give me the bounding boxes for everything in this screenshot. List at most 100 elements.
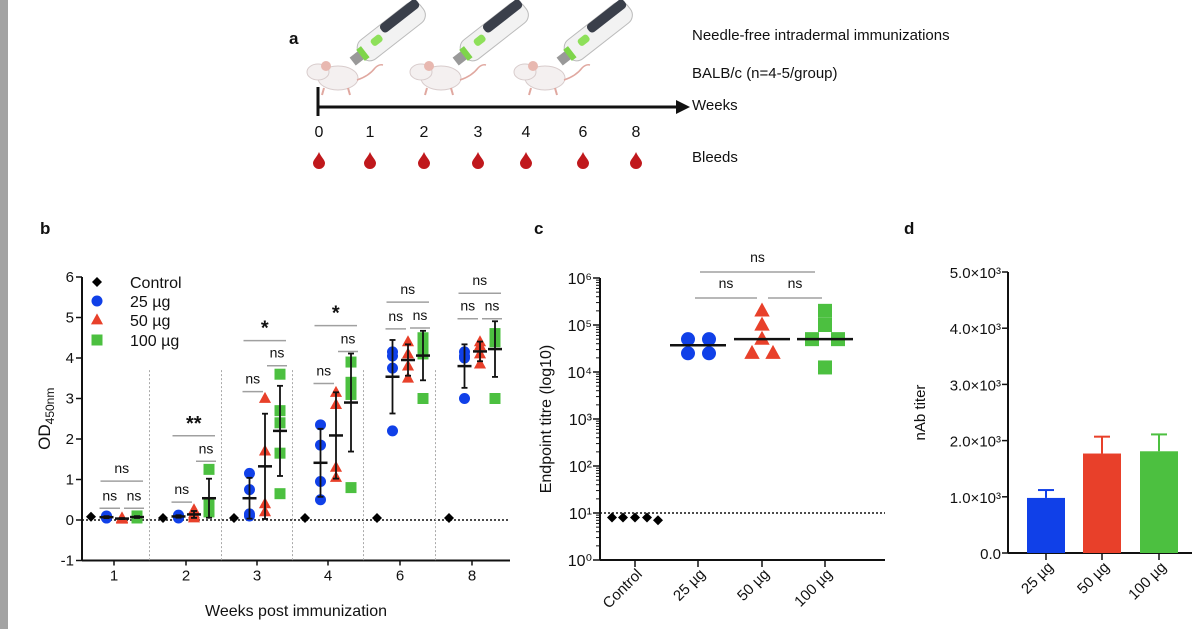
panel-a-timeline: 0 1 2 3 4 6 8 Needle-free intradermal immunizat… <box>306 0 950 169</box>
significance-label: ns <box>127 487 142 503</box>
injector-device-icon <box>556 0 633 66</box>
blood-drop-icon <box>577 152 589 169</box>
mouse-injector-illustration <box>409 0 529 96</box>
panel-d-nab-titer-chart: 0.0 1.0×10³ 2.0×10³ 3.0×10³ 4.0×10³ 5.0×10³ nA… <box>912 265 1192 603</box>
data-point <box>754 330 770 345</box>
blood-drop-icon <box>520 152 532 169</box>
weeks-axis-label: Weeks <box>692 97 738 114</box>
blood-drop-icon <box>364 152 376 169</box>
y-tick-label: 5.0×10³ <box>950 265 1001 282</box>
legend-label: 100 µg <box>130 333 179 350</box>
y-tick-label: 3 <box>66 391 74 408</box>
data-point-Control <box>229 512 239 523</box>
x-tick-label: 3 <box>253 568 261 585</box>
legend-marker-0 <box>92 277 102 287</box>
data-point <box>630 512 640 523</box>
significance-label: ** <box>186 413 202 435</box>
significance-label: ns <box>341 331 356 347</box>
y-tick-label: 6 <box>66 269 74 286</box>
y-tick-label: 4 <box>66 350 74 367</box>
mouse-icon <box>409 61 487 96</box>
legend-label: 50 µg <box>130 313 170 330</box>
data-point <box>818 318 832 332</box>
blood-drop-icon <box>313 152 325 169</box>
significance-label: ns <box>114 460 129 476</box>
data-point <box>653 515 663 526</box>
data-point-50g <box>473 357 487 369</box>
significance-label: ns <box>316 363 331 379</box>
protocol-label: Needle-free intradermal immunizations <box>692 27 950 44</box>
y-tick-label: 2.0×10³ <box>950 434 1001 451</box>
y-axis-label: Endpoint titre (log10) <box>538 345 555 494</box>
significance-label: * <box>332 303 340 325</box>
y-tick-label: 0 <box>66 512 74 529</box>
y-tick-label: 10⁰ <box>568 553 592 570</box>
arrow-head-icon <box>676 100 690 114</box>
y-tick-label: 2 <box>66 431 74 448</box>
panel-label-d: d <box>904 219 914 238</box>
week-tick-label: 2 <box>420 124 429 141</box>
y-axis-label: nAb titer <box>912 385 929 441</box>
y-tick-label: 10⁵ <box>568 318 592 335</box>
y-axis-label: OD450nm <box>35 388 57 450</box>
data-point-Control <box>158 512 168 523</box>
y-axis-label-subscript: 450nm <box>43 388 57 425</box>
data-point-25g <box>244 467 255 479</box>
x-axis-label: Weeks post immunization <box>205 603 387 620</box>
data-point <box>744 344 760 359</box>
x-tick-label: 1 <box>110 568 118 585</box>
mouse-icon <box>513 61 591 96</box>
legend-label: 25 µg <box>130 294 170 311</box>
week-tick-label: 6 <box>579 124 588 141</box>
x-tick-label: 25 µg <box>1018 559 1057 598</box>
data-point <box>754 316 770 331</box>
panel-c-endpoint-titre-chart: 10⁰ 10¹ 10² 10³ 10⁴ 10⁵ 10⁶ Endpoint titre (log… <box>538 249 885 612</box>
data-point-100g <box>345 482 357 494</box>
mouse-injector-illustration <box>513 0 633 96</box>
panel-label-c: c <box>534 219 543 238</box>
y-tick-label: 10⁶ <box>568 271 592 288</box>
data-point-100g <box>203 463 215 475</box>
injector-device-icon <box>452 0 529 66</box>
legend-marker-1 <box>91 295 103 307</box>
blood-drop-icon <box>472 152 484 169</box>
y-tick-label: 1 <box>66 472 74 489</box>
x-tick-label: 8 <box>468 568 476 585</box>
week-tick-label: 1 <box>366 124 375 141</box>
bar-50g <box>1083 453 1121 553</box>
mice-label: BALB/c (n=4-5/group) <box>692 65 838 82</box>
data-point <box>754 302 770 317</box>
week-tick-label: 4 <box>522 124 531 141</box>
data-point-100g <box>489 393 501 404</box>
data-point <box>681 332 695 347</box>
x-tick-label: 100 µg <box>1125 559 1170 604</box>
data-point <box>681 346 695 361</box>
data-point-50g <box>329 385 343 397</box>
y-axis-label-main: OD <box>35 424 54 450</box>
significance-label: ns <box>270 345 285 361</box>
significance-label: ns <box>245 371 260 387</box>
data-point-100g <box>274 488 286 500</box>
y-tick-label: 10¹ <box>569 506 592 523</box>
x-tick-label: 50 µg <box>1074 559 1113 598</box>
data-point <box>818 360 832 375</box>
significance-label: ns <box>199 440 214 456</box>
data-point <box>702 346 716 361</box>
x-tick-label: 25 µg <box>670 566 709 605</box>
data-point <box>818 303 832 318</box>
significance-label: ns <box>174 481 189 497</box>
blood-drop-icon <box>418 152 430 169</box>
data-point-100g <box>417 393 429 404</box>
y-tick-label: 5 <box>66 310 74 327</box>
data-point-50g <box>187 503 201 515</box>
data-point-Control <box>300 512 310 523</box>
data-point-25g <box>387 425 398 437</box>
data-point <box>765 344 781 359</box>
injector-device-icon <box>349 0 426 66</box>
y-tick-label: 0.0 <box>980 546 1001 563</box>
blood-drop-icon <box>630 152 642 169</box>
significance-label: ns <box>102 487 117 503</box>
bar-100g <box>1140 451 1178 553</box>
left-margin-strip <box>0 0 8 629</box>
significance-label: ns <box>460 298 475 314</box>
